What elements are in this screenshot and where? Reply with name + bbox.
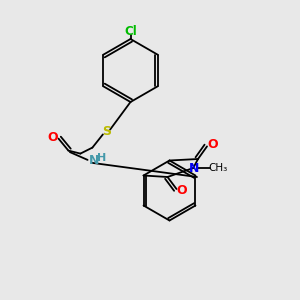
Text: S: S (102, 125, 111, 139)
Text: N: N (89, 154, 100, 167)
Text: H: H (98, 153, 106, 163)
Text: N: N (189, 161, 199, 175)
Text: O: O (177, 184, 187, 197)
Text: CH₃: CH₃ (208, 163, 228, 173)
Text: Cl: Cl (124, 25, 137, 38)
Text: O: O (48, 130, 58, 144)
Text: O: O (207, 138, 218, 152)
